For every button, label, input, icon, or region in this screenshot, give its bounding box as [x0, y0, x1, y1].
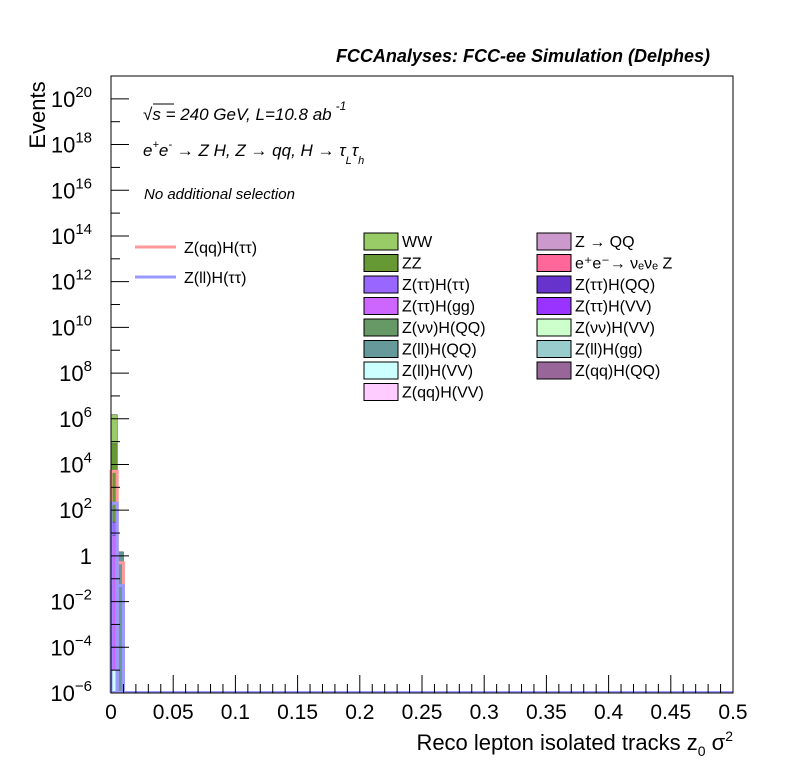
y-tick-label: 1 — [80, 544, 92, 569]
x-tick-label: 0.2 — [345, 701, 374, 724]
y-tick-label: 1018 — [51, 130, 92, 158]
x-tick-label: 0.15 — [277, 701, 318, 724]
y-tick-label: 1020 — [51, 84, 92, 112]
x-tick-label: 0.25 — [402, 701, 443, 724]
legend-swatch-ww — [363, 232, 399, 251]
signal-z-ll-h — [115, 584, 125, 693]
legend-label: Z(ll)H(QQ) — [402, 342, 477, 359]
legend-swatch-z-h-qq — [363, 318, 399, 337]
legend-label: e⁺e⁻→ νₑνₑ Z — [575, 256, 672, 273]
legend-label: Z(ττ)H(ττ) — [402, 277, 470, 294]
x-tick-label: 0.4 — [594, 701, 624, 724]
legend-swatch-z-ll-h-qq — [363, 340, 399, 358]
y-tick-label: 1014 — [51, 221, 92, 249]
legend-label: Z(ll)H(ττ) — [184, 270, 246, 287]
legend-swatch-e-e-z — [536, 254, 572, 272]
x-tick-label: 0 — [105, 701, 117, 724]
y-tick-label: 1012 — [51, 267, 92, 295]
legend-swatch-z-qq-h-qq — [536, 361, 572, 380]
x-axis-label: Reco lepton isolated tracks z0 σ2 — [416, 728, 733, 759]
annotations: √s = 240 GeV, L=10.8 ab -1 e+e- → Z H, Z … — [143, 99, 364, 203]
legend-label: WW — [402, 234, 433, 251]
y-tick-label: 104 — [59, 449, 92, 477]
legend-label: Z → QQ — [575, 234, 635, 251]
legend-label: Z(νν)H(VV) — [575, 320, 655, 337]
legend-swatch-z-qq — [536, 232, 572, 251]
legend-label: Z(ll)H(gg) — [575, 342, 643, 359]
energy-annotation: √s = 240 GeV, L=10.8 ab -1 — [143, 99, 346, 124]
x-tick-label: 0.3 — [470, 701, 499, 724]
signal-legend: Z(qq)H(ττ) Z(ll)H(ττ) — [135, 240, 257, 287]
legend-label: Z(νν)H(QQ) — [402, 320, 486, 337]
y-axis-label: Events — [25, 81, 50, 148]
legend-swatch-z-qq-h-vv — [363, 383, 399, 401]
legend-swatch-z-h-vv — [536, 318, 572, 337]
legend-swatch-z-ll-h-gg — [536, 340, 572, 358]
legend-label: Z(ττ)H(gg) — [402, 299, 475, 316]
legend-swatch-z-h-vv — [536, 297, 572, 315]
selection-annotation: No additional selection — [144, 186, 295, 203]
y-tick-label: 10−4 — [50, 632, 92, 660]
legend-swatch-z-h — [363, 275, 399, 294]
legend-label: Z(ττ)H(VV) — [575, 299, 652, 316]
legend-label: Z(ll)H(VV) — [402, 363, 473, 380]
legend-label: Z(qq)H(QQ) — [575, 363, 660, 380]
x-tick-label: 0.1 — [221, 701, 250, 724]
x-axis: 0 0.05 0.1 0.15 0.2 0.25 0.3 0.35 0.4 0.45 0.5 — [105, 675, 748, 724]
y-axis: 10−6 10−4 10−2 1 102 104 106 108 1010 1012 1014 101… — [50, 75, 129, 706]
y-tick-label: 1016 — [51, 175, 92, 203]
legend-label: Z(qq)H(ττ) — [184, 240, 257, 257]
x-tick-label: 0.5 — [718, 701, 747, 724]
legend-label: Z(qq)H(VV) — [402, 385, 484, 402]
legend-swatch-z-ll-h-vv — [363, 361, 399, 380]
process-annotation: e+e- → Z H, Z → qq, H → τLτh — [143, 139, 364, 167]
legend-swatch-zz — [363, 254, 399, 272]
y-tick-label: 1010 — [51, 312, 92, 340]
x-tick-label: 0.35 — [526, 701, 567, 724]
legend-label: ZZ — [402, 256, 422, 273]
y-tick-label: 108 — [59, 358, 92, 386]
signal-histograms — [109, 469, 733, 693]
legend-swatch-z-h-gg — [363, 297, 399, 315]
y-tick-label: 10−6 — [50, 678, 92, 706]
x-tick-label: 0.05 — [153, 701, 194, 724]
legend-label: Z(ττ)H(QQ) — [575, 277, 655, 294]
y-tick-label: 102 — [59, 495, 92, 523]
chart-header: FCCAnalyses: FCC-ee Simulation (Delphes) — [336, 46, 710, 66]
legend-swatch-z-h-qq — [536, 275, 572, 294]
y-tick-label: 10−2 — [50, 587, 92, 615]
background-legend: WW Z → QQ ZZ e⁺e⁻→ νₑνₑ Z Z(ττ)H(ττ) Z(ττ)H(Q… — [363, 232, 672, 402]
x-tick-label: 0.45 — [650, 701, 691, 724]
y-tick-label: 106 — [59, 404, 92, 432]
